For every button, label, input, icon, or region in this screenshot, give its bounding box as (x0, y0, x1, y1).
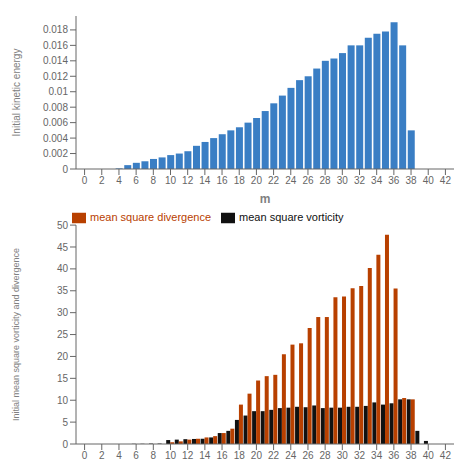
svg-text:8: 8 (151, 175, 157, 186)
svg-text:Initial kinetic energy: Initial kinetic energy (11, 49, 22, 137)
svg-text:0.012: 0.012 (43, 71, 68, 82)
svg-text:12: 12 (182, 175, 194, 186)
svg-text:4: 4 (116, 450, 122, 461)
svg-text:20: 20 (251, 450, 263, 461)
svg-text:38: 38 (405, 450, 417, 461)
svg-text:16: 16 (216, 450, 228, 461)
svg-text:34: 34 (371, 450, 383, 461)
svg-text:36: 36 (388, 450, 400, 461)
svg-text:14: 14 (199, 175, 211, 186)
svg-text:10: 10 (57, 395, 69, 406)
svg-text:6: 6 (133, 175, 139, 186)
svg-text:m: m (260, 192, 271, 203)
svg-text:18: 18 (234, 175, 246, 186)
svg-text:25: 25 (57, 329, 69, 340)
svg-text:36: 36 (388, 175, 400, 186)
svg-text:6: 6 (133, 450, 139, 461)
svg-text:0.006: 0.006 (43, 117, 68, 128)
svg-text:26: 26 (302, 450, 314, 461)
svg-text:4: 4 (116, 175, 122, 186)
svg-text:32: 32 (354, 175, 366, 186)
svg-text:42: 42 (440, 450, 452, 461)
svg-text:Initial mean square vorticity: Initial mean square vorticity and diverg… (11, 248, 21, 421)
svg-text:0.014: 0.014 (43, 55, 68, 66)
svg-text:20: 20 (57, 351, 69, 362)
svg-text:35: 35 (57, 285, 69, 296)
svg-text:0.01: 0.01 (49, 86, 69, 97)
svg-text:30: 30 (337, 450, 349, 461)
svg-text:14: 14 (199, 450, 211, 461)
svg-text:20: 20 (251, 175, 263, 186)
svg-text:0.002: 0.002 (43, 148, 68, 159)
svg-text:40: 40 (423, 175, 435, 186)
svg-text:30: 30 (337, 175, 349, 186)
html-text:mean square vorticity: mean square vorticity (239, 211, 344, 223)
svg-text:30: 30 (57, 307, 69, 318)
svg-text:0: 0 (82, 175, 88, 186)
svg-text:50: 50 (57, 220, 69, 231)
svg-text:40: 40 (423, 450, 435, 461)
svg-text:34: 34 (371, 175, 383, 186)
svg-text:10: 10 (165, 175, 177, 186)
svg-text:0.008: 0.008 (43, 102, 68, 113)
svg-text:0: 0 (62, 439, 68, 450)
svg-text:2: 2 (99, 175, 105, 186)
svg-text:0: 0 (82, 450, 88, 461)
svg-text:26: 26 (302, 175, 314, 186)
svg-text:32: 32 (354, 450, 366, 461)
svg-text:24: 24 (285, 175, 297, 186)
svg-text:38: 38 (405, 175, 417, 186)
svg-text:12: 12 (182, 450, 194, 461)
svg-text:40: 40 (57, 263, 69, 274)
svg-text:2: 2 (99, 450, 105, 461)
svg-text:24: 24 (285, 450, 297, 461)
svg-text:22: 22 (268, 450, 280, 461)
svg-text:15: 15 (57, 373, 69, 384)
svg-text:28: 28 (320, 175, 332, 186)
svg-text:8: 8 (151, 450, 157, 461)
svg-text:22: 22 (268, 175, 280, 186)
svg-text:5: 5 (62, 417, 68, 428)
svg-text:0.016: 0.016 (43, 40, 68, 51)
svg-text:0.004: 0.004 (43, 133, 68, 144)
svg-text:0: 0 (62, 164, 68, 175)
svg-text:18: 18 (234, 450, 246, 461)
html-text:mean square divergence: mean square divergence (90, 211, 212, 223)
svg-text:42: 42 (440, 175, 452, 186)
svg-text:0.018: 0.018 (43, 24, 68, 35)
svg-text:16: 16 (216, 175, 228, 186)
svg-text:10: 10 (165, 450, 177, 461)
svg-text:28: 28 (320, 450, 332, 461)
svg-text:45: 45 (57, 242, 69, 253)
